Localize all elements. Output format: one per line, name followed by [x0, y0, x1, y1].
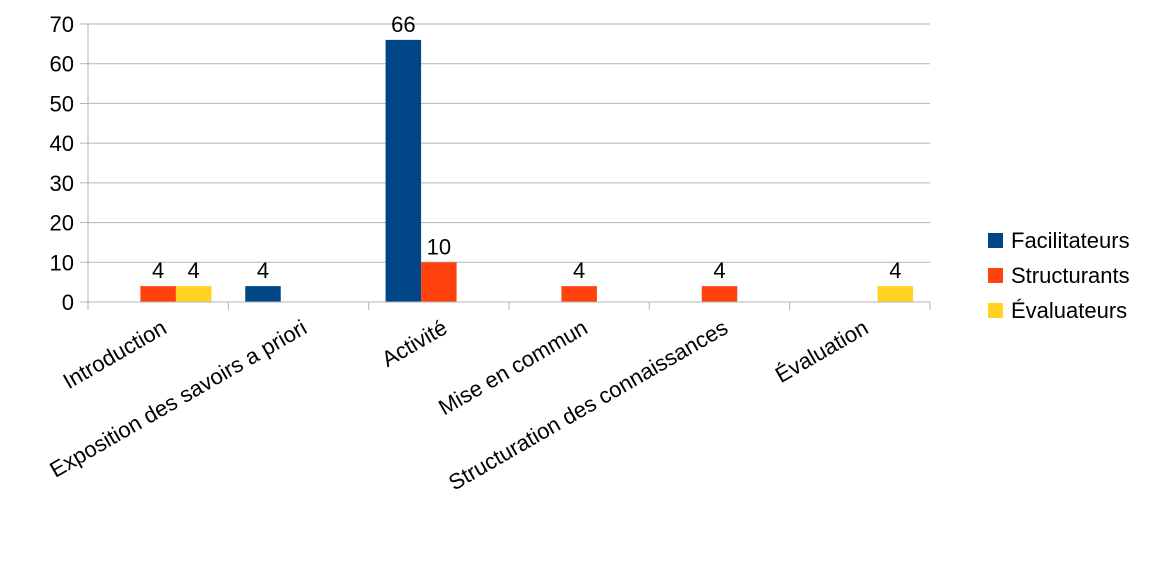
category-label: Évaluation — [771, 315, 872, 388]
category-label: Introduction — [59, 315, 171, 394]
bar--valuateurs-0 — [175, 286, 212, 302]
data-label: 4 — [257, 258, 269, 283]
bar-structurants-2 — [421, 262, 457, 302]
legend-swatch — [988, 233, 1003, 248]
gridlines — [88, 23, 930, 303]
data-label: 4 — [713, 258, 725, 283]
bars — [140, 39, 914, 303]
y-tick-label: 40 — [50, 131, 74, 156]
y-tick-label: 10 — [50, 250, 74, 275]
legend-swatch — [988, 303, 1003, 318]
y-tick-label: 20 — [50, 211, 74, 236]
data-label: 4 — [188, 258, 200, 283]
data-label: 4 — [889, 258, 901, 283]
data-label: 4 — [152, 258, 164, 283]
y-tick-label: 0 — [62, 290, 74, 315]
bar-facilitateurs-1 — [245, 286, 281, 302]
legend: Facilitateurs Structurants Évaluateurs — [988, 228, 1130, 323]
bar-structurants-3 — [561, 286, 597, 302]
legend-swatch — [988, 268, 1003, 283]
y-tick-label: 50 — [50, 91, 74, 116]
bar--valuateurs-5 — [877, 286, 914, 302]
data-label: 10 — [427, 234, 451, 259]
category-label: Exposition des savoirs a priori — [45, 315, 311, 483]
y-tick-label: 60 — [50, 52, 74, 77]
data-label: 4 — [573, 258, 585, 283]
category-label: Structuration des connaissances — [444, 315, 732, 496]
legend-label: Évaluateurs — [1011, 298, 1127, 323]
legend-label: Structurants — [1011, 263, 1130, 288]
legend-label: Facilitateurs — [1011, 228, 1130, 253]
category-label: Activité — [377, 315, 451, 372]
y-tick-label: 70 — [50, 12, 74, 37]
bar-structurants-4 — [701, 286, 738, 302]
bar-structurants-0 — [140, 286, 176, 302]
bar-facilitateurs-2 — [385, 39, 422, 303]
y-tick-label: 30 — [50, 171, 74, 196]
data-label: 66 — [391, 12, 415, 37]
